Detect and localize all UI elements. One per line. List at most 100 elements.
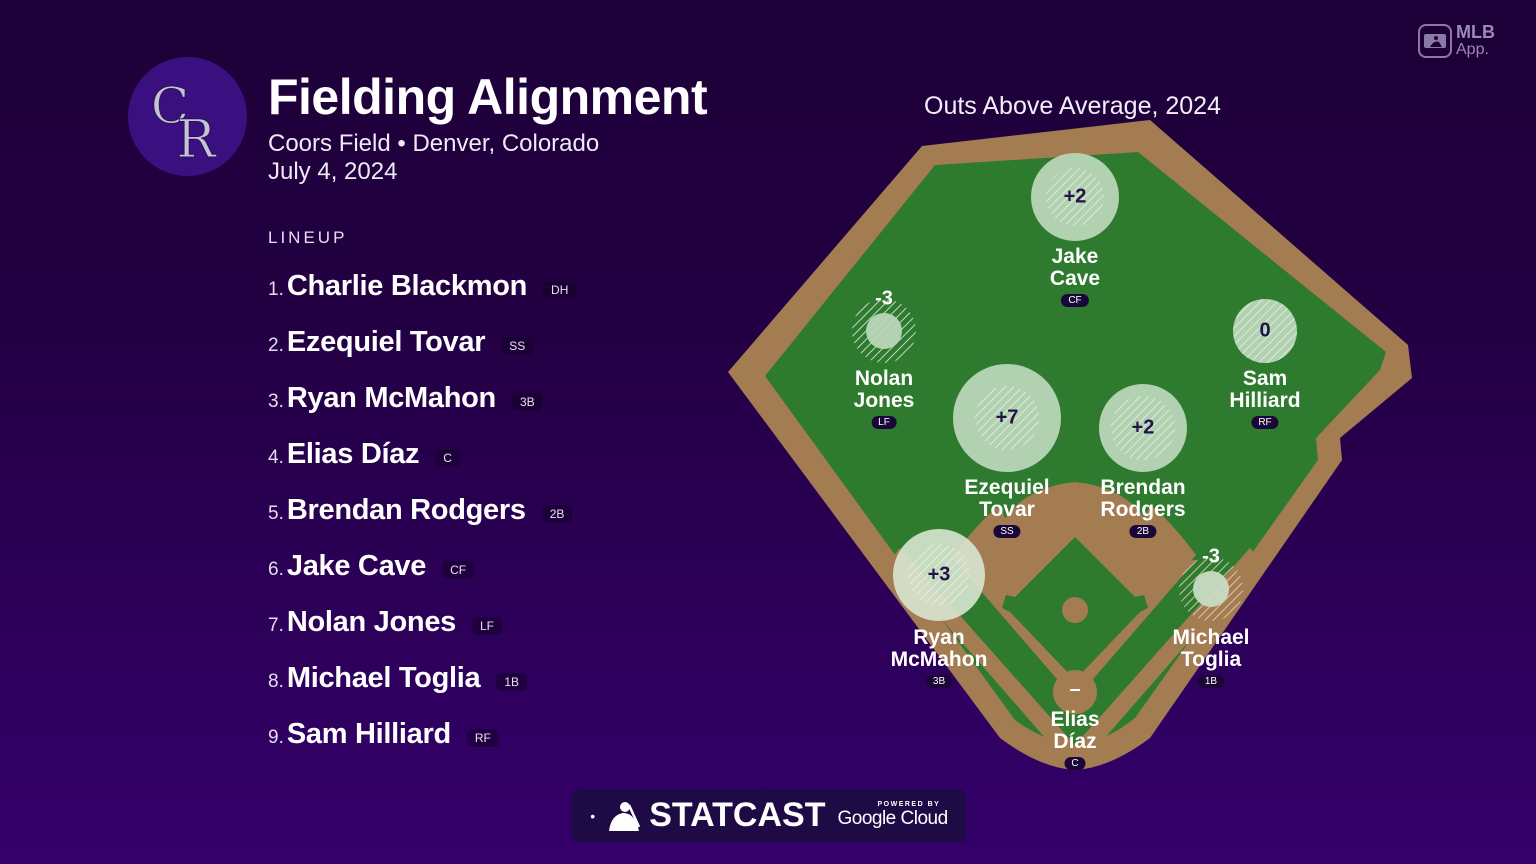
field-title: Outs Above Average, 2024 [924,92,1221,120]
position-badge: 2B [541,505,573,523]
dot-icon: • [590,807,596,824]
lineup-heading: LINEUP [268,228,348,247]
player-first-name: Michael [1172,626,1250,649]
player-last-name: Cave [1049,267,1101,290]
player-last-name: Tovar [979,498,1035,521]
position-badge: C [1064,757,1086,770]
batting-order: 8. [268,671,284,692]
position-badge: SS [501,337,534,355]
oaa-value-2b: +2 [1131,416,1155,439]
position-badge: 2B [1129,525,1157,538]
position-badge: LF [472,617,503,635]
player-last-name: Toglia [1180,648,1242,671]
app-text: App. [1456,41,1489,58]
position-badge: 3B [511,393,543,411]
position-badge: C [435,449,460,467]
batting-order: 6. [268,559,284,580]
pitchers-mound [1062,597,1088,623]
mlb-batter-icon [609,801,641,831]
player-last-name: Rodgers [1100,498,1186,521]
player-first-name: Jake [1051,245,1099,268]
oaa-value-3b: +3 [927,563,951,586]
oaa-value-1b: -3 [1202,545,1220,568]
player-first-name: Ryan [913,626,965,649]
player-name: Jake Cave [286,549,427,582]
position-badge: 1B [1197,675,1225,688]
batting-order: 7. [268,615,284,636]
lineup-item: 9. Sam Hilliard RF [268,706,576,762]
oaa-value-cf: +2 [1063,185,1087,208]
field-player-lf: Nolan Jones LF [853,367,915,430]
powered-by-google-cloud: POWERED BY Google Cloud [837,801,948,830]
position-badge: LF [871,416,897,429]
lineup-item: 3. Ryan McMahon 3B [268,370,576,426]
venue-text: Coors Field • Denver, Colorado [268,130,600,157]
svg-text:C: C [151,77,189,135]
field-player-2b: Brendan Rodgers 2B [1100,476,1186,539]
field-player-3b: Ryan McMahon 3B [890,626,988,689]
field-player-ss: Ezequiel Tovar SS [964,476,1050,539]
batting-order: 3. [268,391,284,412]
oaa-value-c: – [1069,678,1081,701]
player-last-name: Hilliard [1229,389,1301,412]
player-first-name: Nolan [854,367,914,390]
google-cloud-text: Google Cloud [837,808,948,829]
field-player-rf: Sam Hilliard RF [1229,367,1301,430]
position-badge: 3B [925,675,953,688]
lineup-item: 4. Elias Díaz C [268,426,576,482]
field-player-c: Elias Díaz C [1050,708,1100,771]
player-last-name: Díaz [1053,730,1097,753]
player-name: Ryan McMahon [286,381,496,414]
position-badge: SS [993,525,1021,538]
batting-order: 1. [268,279,284,300]
home-plate-circle [1053,670,1097,714]
lineup-item: 1. Charlie Blackmon DH [268,258,577,314]
lineup-item: 5. Brendan Rodgers 2B [268,482,576,538]
player-first-name: Ezequiel [964,476,1050,499]
player-name: Elias Díaz [286,437,420,470]
batting-order: 9. [268,727,284,748]
mlb-text: MLB [1456,22,1495,42]
oaa-value-lf: -3 [875,287,893,310]
date-text: July 4, 2024 [268,158,398,185]
position-badge: DH [543,281,577,299]
statcast-text: STATCAST [649,796,826,834]
position-badge: CF [1061,294,1089,307]
player-first-name: Elias [1050,708,1100,731]
mlb-logo-icon [1418,24,1452,58]
svg-text:R: R [176,110,217,170]
field-player-1b: Michael Toglia 1B [1172,626,1250,689]
player-name: Charlie Blackmon [286,269,528,302]
oaa-value-ss: +7 [995,406,1019,429]
lineup-item: 7. Nolan Jones LF [268,594,576,650]
position-badge: RF [1251,416,1279,429]
player-last-name: Jones [853,389,915,412]
player-first-name: Brendan [1100,476,1186,499]
mlb-app-badge: MLB App. [1418,22,1495,58]
oaa-value-rf: 0 [1259,319,1271,342]
player-name: Brendan Rodgers [286,493,526,526]
batting-order: 4. [268,447,284,468]
lineup-item: 8. Michael Toglia 1B [268,650,576,706]
mlb-app-text: MLB App. [1456,22,1495,58]
position-badge: RF [466,729,499,747]
position-badge: CF [442,561,475,579]
lineup-item: 6. Jake Cave CF [268,538,576,594]
position-badge: 1B [496,673,528,691]
lineup-list: 1. Charlie Blackmon DH 2. Ezequiel Tovar… [268,258,577,762]
player-name: Sam Hilliard [286,717,451,750]
rockies-cr-icon: C R [150,77,218,171]
player-name: Nolan Jones [286,605,456,638]
player-name: Ezequiel Tovar [286,325,486,358]
field-player-cf: Jake Cave CF [1050,246,1100,308]
lineup-item: 2. Ezequiel Tovar SS [268,314,576,370]
team-logo: C R [128,57,247,176]
subtitle: Coors Field • Denver, Colorado July 4, 2… [268,130,599,186]
player-name: Michael Toglia [286,661,481,694]
player-first-name: Sam [1242,367,1288,390]
powered-by-text: POWERED BY [877,801,941,808]
outfield-grass [765,152,1386,745]
statcast-banner: • STATCAST POWERED BY Google Cloud [572,789,966,842]
player-last-name: McMahon [890,648,988,671]
